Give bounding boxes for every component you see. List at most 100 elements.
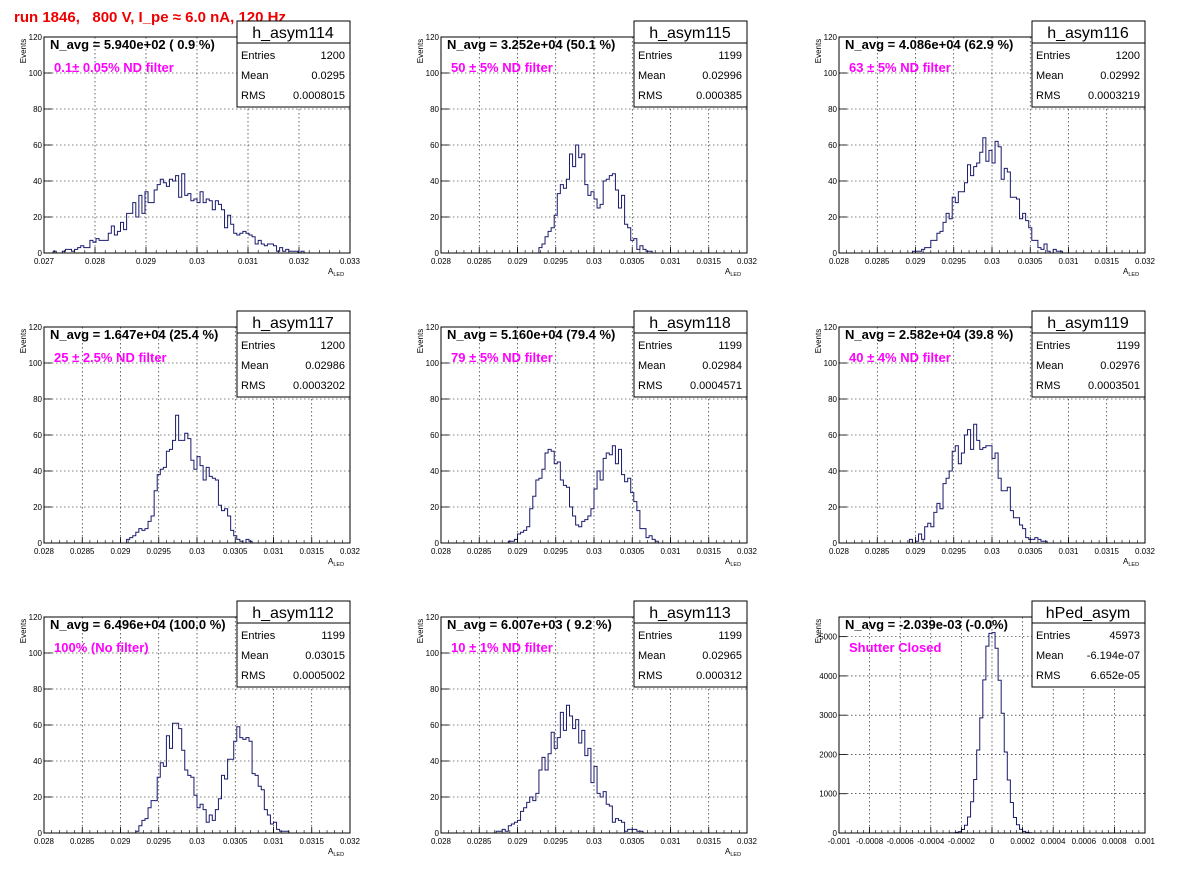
stats-value: 45973 [1109, 630, 1140, 642]
n-avg-label: N_avg = 1.647e+04 (25.4 %) [50, 327, 218, 342]
y-tick-label: 4000 [819, 672, 837, 681]
y-tick-label: 120 [824, 33, 838, 42]
x-tick-label: 0.03 [586, 257, 602, 266]
stats-value: 0.02976 [1100, 360, 1140, 372]
stats-value: 0.000312 [696, 670, 742, 682]
x-axis-label: ALED [725, 847, 741, 858]
stats-key: RMS [1036, 90, 1060, 102]
y-tick-label: 80 [33, 685, 42, 694]
stats-key: RMS [241, 380, 265, 392]
y-tick-label: 40 [430, 177, 439, 186]
x-tick-label: -0.0006 [887, 837, 915, 846]
y-tick-label: 20 [33, 793, 42, 802]
stats-key: Entries [638, 50, 673, 62]
histogram-panel: 0.028 0.0285 0.029 0.0295 0.03 0.0305 0.031 0.0… [19, 310, 361, 568]
x-tick-label: 0.032 [1135, 547, 1156, 556]
x-tick-label: 0.029 [507, 547, 528, 556]
y-tick-label: 40 [33, 757, 42, 766]
y-tick-label: 0 [833, 539, 838, 548]
x-tick-label: 0.03 [984, 257, 1000, 266]
n-avg-label: N_avg = 5.940e+02 ( 0.9 %) [50, 37, 215, 52]
x-tick-label: 0.001 [1135, 837, 1156, 846]
stats-key: Mean [1036, 70, 1064, 82]
x-tick-label: 0.029 [110, 837, 131, 846]
y-tick-label: 120 [29, 613, 43, 622]
stats-key: Entries [241, 340, 276, 352]
histogram-name: h_asym112 [252, 605, 334, 622]
n-avg-label: N_avg = 3.252e+04 (50.1 %) [447, 37, 615, 52]
y-tick-label: 20 [33, 503, 42, 512]
y-tick-label: 60 [430, 431, 439, 440]
n-avg-label: N_avg = 5.160e+04 (79.4 %) [447, 327, 615, 342]
stats-key: RMS [638, 380, 662, 392]
y-tick-label: 120 [29, 33, 43, 42]
x-tick-label: 0.0305 [223, 547, 248, 556]
y-tick-label: 20 [33, 213, 42, 222]
y-tick-label: 100 [29, 359, 43, 368]
x-tick-label: 0.0285 [70, 547, 95, 556]
x-tick-label: 0.0315 [697, 257, 722, 266]
x-tick-label: 0.0285 [70, 837, 95, 846]
x-tick-label: 0.0315 [1095, 547, 1120, 556]
histogram-panel: 0.028 0.0285 0.029 0.0295 0.03 0.0305 0.031 0.0… [19, 600, 361, 858]
stats-key: RMS [638, 90, 662, 102]
n-avg-label: N_avg = -2.039e-03 (-0.0%) [845, 617, 1008, 632]
x-tick-label: 0.028 [431, 257, 452, 266]
stats-key: Mean [638, 360, 666, 372]
stats-value: 1199 [321, 630, 345, 642]
stats-box [1031, 310, 1146, 398]
stats-box [633, 600, 748, 688]
stats-box [1031, 20, 1146, 108]
y-tick-label: 100 [29, 69, 43, 78]
histogram-panel: 0.027 0.028 0.029 0.03 0.031 0.032 0.033 0 20 40 6… [19, 20, 361, 278]
stats-value: 0.02996 [702, 70, 742, 82]
filter-label: 0.1± 0.05% ND filter [54, 60, 174, 75]
y-tick-label: 0 [38, 539, 43, 548]
filter-label: 50 ± 5% ND filter [451, 60, 553, 75]
histogram-name: h_asym114 [252, 25, 334, 42]
y-tick-label: 100 [426, 69, 440, 78]
stats-value: 1200 [1116, 50, 1140, 62]
stats-value: 0.0003202 [293, 380, 345, 392]
y-tick-label: 0 [38, 249, 43, 258]
y-axis-label: Events [19, 619, 28, 643]
stats-value: 0.02992 [1100, 70, 1140, 82]
y-tick-label: 40 [430, 757, 439, 766]
stats-key: Entries [1036, 50, 1071, 62]
stats-key: RMS [638, 670, 662, 682]
x-tick-label: 0.03 [189, 257, 205, 266]
x-tick-label: 0.0315 [697, 547, 722, 556]
x-tick-label: 0.03 [189, 837, 205, 846]
filter-label: Shutter Closed [849, 640, 942, 655]
histogram-panel: 0.028 0.0285 0.029 0.0295 0.03 0.0305 0.031 0.0… [814, 310, 1156, 568]
x-tick-label: 0.031 [1058, 547, 1079, 556]
y-tick-label: 40 [828, 177, 837, 186]
y-tick-label: 20 [430, 793, 439, 802]
x-tick-label: -0.0004 [917, 837, 945, 846]
x-tick-label: 0.0285 [467, 257, 492, 266]
filter-label: 10 ± 1% ND filter [451, 640, 553, 655]
stats-box [633, 20, 748, 108]
x-tick-label: 0.028 [85, 257, 106, 266]
stats-key: Mean [638, 650, 666, 662]
stats-value: 1199 [718, 340, 742, 352]
y-tick-label: 100 [29, 649, 43, 658]
y-tick-label: 60 [430, 141, 439, 150]
y-tick-label: 0 [833, 249, 838, 258]
x-tick-label: 0.0295 [544, 257, 569, 266]
y-tick-label: 5000 [819, 633, 837, 642]
stats-value: -6.194e-07 [1087, 650, 1140, 662]
y-tick-label: 20 [828, 503, 837, 512]
x-tick-label: 0.028 [829, 257, 850, 266]
x-axis-label: ALED [1123, 267, 1139, 278]
y-tick-label: 60 [33, 721, 42, 730]
y-axis-label: Events [416, 619, 425, 643]
filter-label: 63 ± 5% ND filter [849, 60, 951, 75]
y-tick-label: 80 [828, 395, 837, 404]
x-tick-label: 0.0295 [544, 547, 569, 556]
stats-box [236, 310, 351, 398]
x-axis-label: ALED [328, 847, 344, 858]
y-tick-label: 60 [828, 141, 837, 150]
y-tick-label: 60 [33, 141, 42, 150]
stats-box [236, 20, 351, 108]
